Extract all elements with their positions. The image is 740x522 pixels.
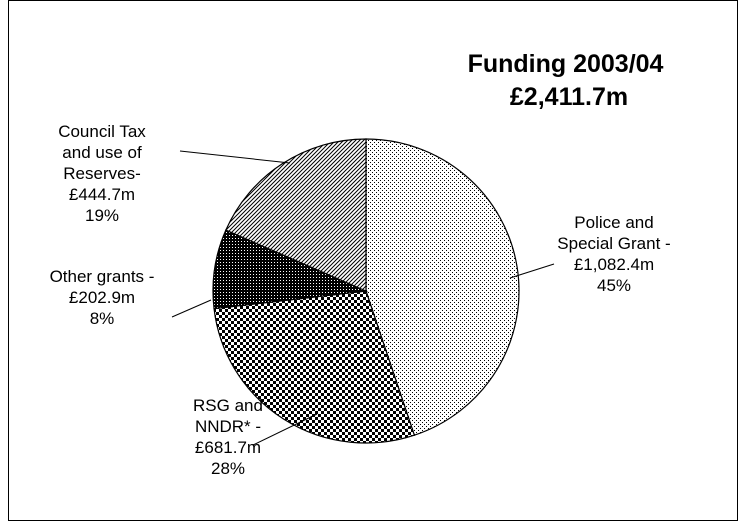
chart-title-line-1: Funding 2003/04 [468, 50, 664, 78]
slice-label: Other grants - £202.9m 8% [50, 267, 155, 328]
pie-slice-council-tax-and-use-of-reserves [225, 138, 367, 292]
slice-label-line: Special Grant - [557, 234, 670, 253]
slice-label-line: Council Tax [58, 122, 146, 141]
slice-label-line: 19% [85, 206, 119, 225]
pie-slices [212, 138, 520, 444]
slice-label-line: Reserves- [63, 164, 140, 183]
pie-slice-rsg-and-nndr [213, 290, 416, 444]
slice-label-line: NNDR* - [195, 417, 261, 436]
slice-label: RSG and NNDR* - £681.7m 28% [193, 396, 263, 478]
leader-line [171, 299, 212, 318]
slice-labels: Police and Special Grant - £1,082.4m 45% RSG… [50, 122, 671, 478]
slice-label-line: 8% [90, 309, 115, 328]
leader-line [509, 263, 555, 279]
slice-label-line: 45% [597, 276, 631, 295]
slice-label-line: £202.9m [69, 288, 135, 307]
chart-title-line-2: £2,411.7m [510, 83, 628, 111]
slice-label-line: £681.7m [195, 438, 261, 457]
slice-label-line: Police and [574, 213, 653, 232]
slice-label-line: and use of [62, 143, 142, 162]
slice-label-line: £1,082.4m [574, 255, 654, 274]
slice-label-line: £444.7m [69, 185, 135, 204]
leader-line [179, 150, 291, 164]
pie-slice-police-and-special-grant [365, 138, 520, 436]
slice-label: Police and Special Grant - £1,082.4m 45% [557, 213, 670, 295]
leader-line [252, 413, 318, 446]
slice-label-line: RSG and [193, 396, 263, 415]
slice-label-line: Other grants - [50, 267, 155, 286]
chart-title: Funding 2003/04 £2,411.7m [468, 50, 671, 111]
slice-label: Council Tax and use of Reserves- £444.7m 19% [58, 122, 146, 225]
slice-label-line: 28% [211, 459, 245, 478]
leader-lines [171, 150, 555, 446]
